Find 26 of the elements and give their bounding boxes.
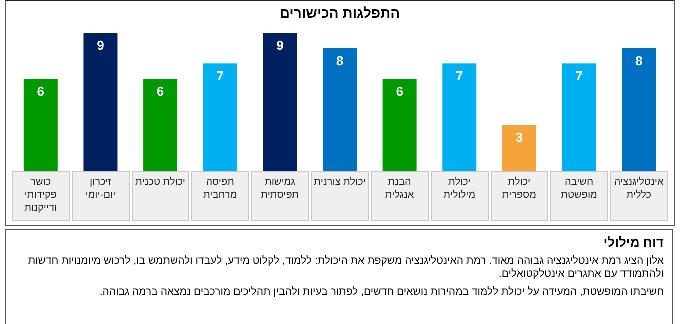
x-tick-label: יכולת מספרית xyxy=(490,171,548,221)
x-tick-label: הבנת אנגלית xyxy=(370,171,429,221)
data-label: 9 xyxy=(97,38,104,53)
chart-title: התפלגות הכישורים xyxy=(278,5,402,21)
data-label: 6 xyxy=(156,84,164,99)
text: חשיבתו המופשטת, המעידה על יכולת ללמוד במהירות נושאים חדשים, לפתור בעיות ולהבין תהליכים מורכבים נמצאה ברמה גבוהה. xyxy=(98,286,664,299)
data-label: 6 xyxy=(37,84,45,99)
x-tick-label: יכולת טכנית xyxy=(132,171,190,221)
x-tick-label: יכולת צורנית xyxy=(311,171,369,221)
x-tick-label: זיכרון יום-יומי xyxy=(72,171,130,221)
x-tick-label: אינטליגנציה כללית xyxy=(610,171,668,221)
data-label: 8 xyxy=(635,53,643,68)
x-tick-label: גמישות תפיסתית xyxy=(251,171,310,221)
x-tick-label: כושר פקידותי ודייקנות xyxy=(12,171,70,221)
data-label: 7 xyxy=(456,68,464,84)
x-tick-label: יכולת מילולית xyxy=(430,171,489,221)
text: אלון הציג רמת אינטליגנציה גבוהה מאוד. רמת האינטליגנציה משקפת את היכולת: ללמוד, לקלוט מידע, לעבדו ולהשתמש בו, לרכוש מיומנויות חדשות ולהתמודד עם אתגרים אינטלקטואלים. xyxy=(27,255,664,281)
data-label: 7 xyxy=(216,68,224,84)
data-label: 9 xyxy=(276,38,284,53)
x-tick-label: תפיסה מרחבית xyxy=(191,171,250,221)
data-label: 6 xyxy=(396,84,404,99)
x-tick-label: חשיבה מופשטת xyxy=(550,171,608,221)
data-label: 7 xyxy=(576,68,583,84)
text: דוח מילולי xyxy=(602,235,664,250)
data-label: 3 xyxy=(516,130,524,145)
data-label: 8 xyxy=(336,53,344,68)
